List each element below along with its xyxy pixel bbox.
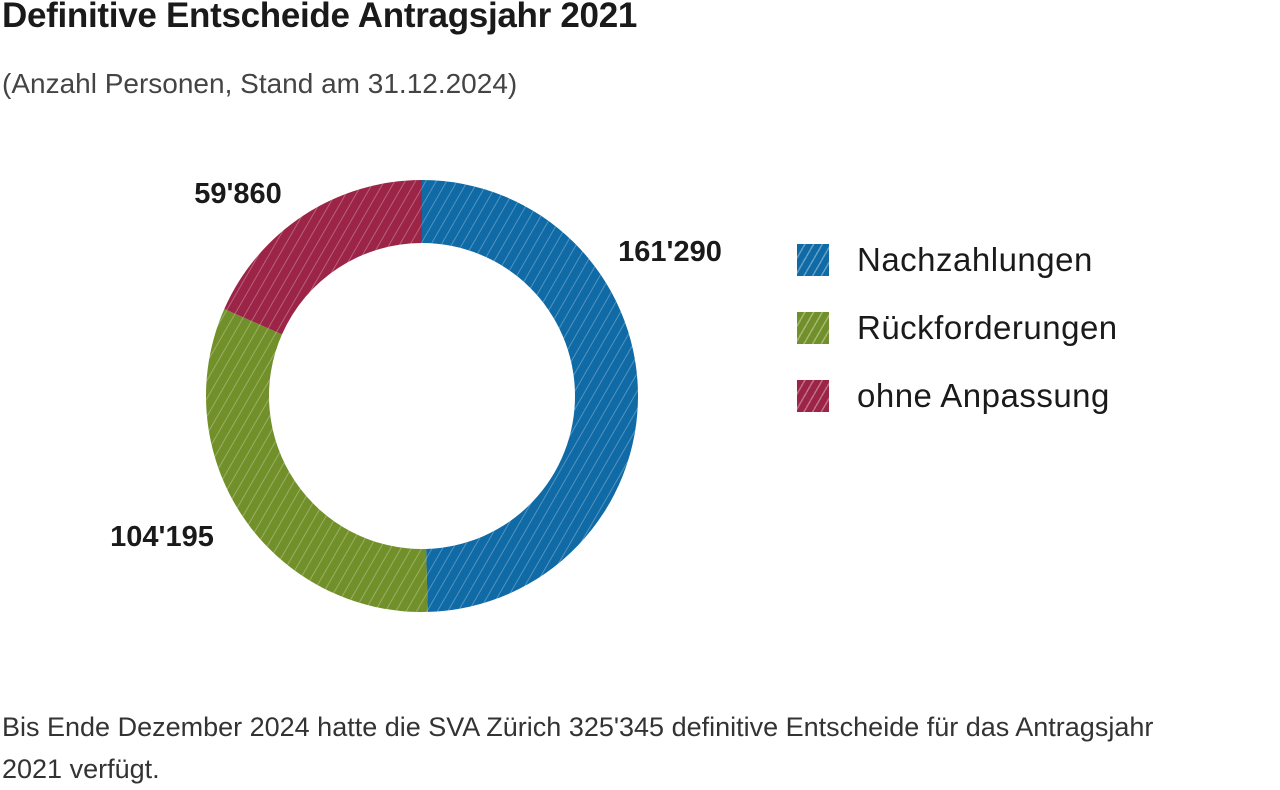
- legend-item-rueckforderungen: Rückforderungen: [797, 294, 1118, 362]
- data-label-ohne-anpassung: 59'860: [194, 178, 282, 210]
- legend-swatch-rueckforderungen: [797, 312, 829, 344]
- footnote: Bis Ende Dezember 2024 hatte die SVA Zür…: [2, 712, 1154, 784]
- donut-slice-ohne-anpassung: [224, 180, 422, 335]
- legend-swatch-ohne-anpassung: [797, 380, 829, 412]
- data-label-rueckforderungen: 104'195: [110, 521, 214, 553]
- legend-label: ohne Anpassung: [857, 377, 1110, 414]
- donut-slice-nachzahlungen: [422, 180, 639, 612]
- chart-legend: Nachzahlungen Rückforderungen ohne Anpas…: [797, 226, 1118, 430]
- legend-label: Nachzahlungen: [857, 241, 1093, 278]
- data-label-nachzahlungen: 161'290: [618, 236, 722, 268]
- legend-item-nachzahlungen: Nachzahlungen: [797, 226, 1118, 294]
- legend-label: Rückforderungen: [857, 309, 1118, 346]
- chart-title: Definitive Entscheide Antragsjahr 2021: [2, 0, 638, 35]
- chart-subtitle: (Anzahl Personen, Stand am 31.12.2024): [2, 68, 518, 99]
- donut-slice-rueckforderungen: [205, 308, 428, 613]
- legend-swatch-nachzahlungen: [797, 244, 829, 276]
- legend-item-ohne-anpassung: ohne Anpassung: [797, 362, 1118, 430]
